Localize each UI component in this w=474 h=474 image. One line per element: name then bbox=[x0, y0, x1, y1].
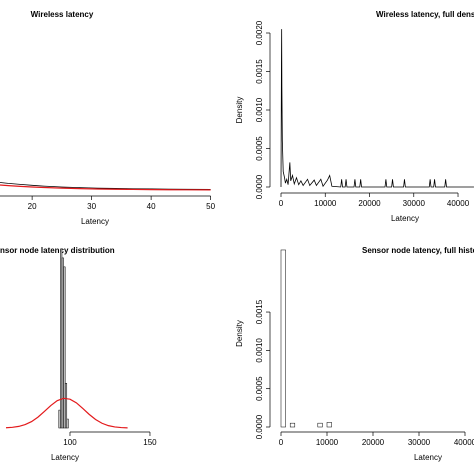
x-tick-label: 50 bbox=[206, 202, 215, 211]
data-line bbox=[0, 182, 211, 190]
y-tick-label: 0.0020 bbox=[255, 20, 264, 45]
x-tick-label: 30000 bbox=[408, 438, 431, 447]
y-tick-label: 0.0015 bbox=[255, 299, 264, 324]
x-axis-label: Latency bbox=[391, 214, 419, 223]
x-tick-label: 20 bbox=[28, 202, 37, 211]
chart-title: Sensor node latency, full histo bbox=[362, 246, 474, 255]
y-tick-label: 0.0000 bbox=[255, 174, 264, 199]
x-tick-label: 40 bbox=[147, 202, 156, 211]
x-tick-label: 20000 bbox=[358, 199, 381, 208]
y-tick-label: 0.0015 bbox=[255, 59, 264, 84]
y-axis-label: Density bbox=[235, 97, 244, 124]
x-tick-label: 100 bbox=[63, 438, 77, 447]
chart-title: Wireless latency bbox=[31, 10, 94, 19]
y-tick-label: 0.0005 bbox=[255, 376, 264, 401]
data-line bbox=[0, 184, 211, 191]
histogram-bar bbox=[317, 422, 323, 428]
histogram-bar bbox=[326, 422, 332, 428]
chart-title: nsor node latency distribution bbox=[0, 246, 115, 255]
x-tick-label: 30 bbox=[87, 202, 96, 211]
x-tick-label: 20000 bbox=[362, 438, 385, 447]
x-tick-label: 0 bbox=[279, 199, 284, 208]
y-axis-label: Density bbox=[235, 320, 244, 347]
chart-title: Wireless latency, full dens bbox=[376, 10, 474, 19]
x-tick-label: 40000 bbox=[454, 438, 474, 447]
data-line bbox=[5, 397, 128, 429]
histogram-bar bbox=[289, 422, 296, 428]
y-tick-label: 0.0010 bbox=[255, 97, 264, 122]
x-tick-label: 0 bbox=[279, 438, 284, 447]
y-tick-label: 0.0010 bbox=[255, 338, 264, 363]
x-axis-label: Latency bbox=[81, 217, 109, 226]
histogram-bar bbox=[66, 418, 69, 429]
x-tick-label: 10000 bbox=[314, 199, 337, 208]
x-axis-label: Latency bbox=[414, 453, 442, 462]
x-tick-label: 10000 bbox=[316, 438, 339, 447]
x-tick-label: 30000 bbox=[403, 199, 426, 208]
histogram-bar bbox=[64, 382, 68, 429]
histogram-bar bbox=[280, 249, 286, 428]
histogram-bar bbox=[63, 266, 66, 429]
x-tick-label: 40000 bbox=[447, 199, 470, 208]
x-tick-label: 150 bbox=[143, 438, 157, 447]
y-tick-label: 0.0000 bbox=[255, 414, 264, 439]
data-line bbox=[280, 29, 474, 188]
y-tick-label: 0.0005 bbox=[255, 136, 264, 161]
x-axis-label: Latency bbox=[51, 453, 79, 462]
